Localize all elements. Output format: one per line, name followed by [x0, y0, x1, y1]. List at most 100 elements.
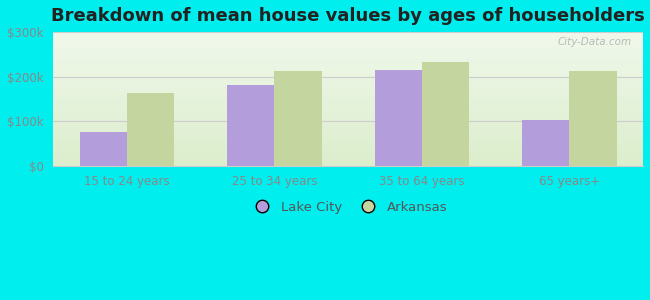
Bar [53, 133, 643, 134]
Bar [53, 131, 643, 132]
Bar [53, 73, 643, 74]
Bar [53, 132, 643, 133]
Bar [53, 66, 643, 67]
Bar [53, 134, 643, 135]
Bar [53, 86, 643, 87]
Bar [53, 122, 643, 123]
Bar [53, 40, 643, 41]
Bar [522, 120, 569, 166]
Bar [53, 62, 643, 63]
Bar [53, 35, 643, 36]
Bar [53, 144, 643, 145]
Bar [53, 38, 643, 39]
Bar [53, 141, 643, 142]
Bar [53, 129, 643, 130]
Bar [53, 83, 643, 84]
Bar [53, 70, 643, 71]
Bar [53, 74, 643, 75]
Bar [53, 61, 643, 62]
Bar [53, 98, 643, 99]
Bar [53, 102, 643, 103]
Bar [53, 33, 643, 34]
Bar [53, 54, 643, 55]
Text: City-Data.com: City-Data.com [557, 38, 631, 47]
Bar [53, 108, 643, 109]
Bar [274, 71, 322, 166]
Bar [53, 63, 643, 64]
Bar [53, 113, 643, 114]
Bar [53, 121, 643, 122]
Bar [53, 137, 643, 138]
Bar [53, 90, 643, 91]
Bar [53, 159, 643, 160]
Bar [53, 163, 643, 164]
Bar [53, 100, 643, 101]
Bar [53, 165, 643, 166]
Bar [53, 115, 643, 116]
Title: Breakdown of mean house values by ages of householders: Breakdown of mean house values by ages o… [51, 7, 645, 25]
Bar [53, 104, 643, 105]
Bar [53, 142, 643, 143]
Bar [53, 77, 643, 78]
Bar [53, 146, 643, 147]
Bar [53, 136, 643, 137]
Bar [53, 48, 643, 49]
Bar [53, 88, 643, 89]
Bar [53, 94, 643, 95]
Bar [53, 152, 643, 153]
Bar [53, 58, 643, 59]
Bar [53, 68, 643, 69]
Bar [53, 32, 643, 33]
Bar [53, 76, 643, 77]
Bar [53, 147, 643, 148]
Bar [53, 64, 643, 65]
Bar [53, 145, 643, 146]
Bar [53, 78, 643, 79]
Bar [53, 148, 643, 149]
Bar [374, 70, 422, 166]
Bar [53, 49, 643, 50]
Bar [53, 46, 643, 47]
Bar [53, 139, 643, 140]
Bar [53, 117, 643, 118]
Bar [53, 65, 643, 66]
Bar [53, 153, 643, 154]
Bar [53, 51, 643, 52]
Bar [127, 93, 174, 166]
Bar [53, 36, 643, 37]
Bar [53, 60, 643, 61]
Bar [53, 41, 643, 42]
Bar [569, 71, 616, 166]
Bar [53, 75, 643, 76]
Bar [53, 150, 643, 151]
Bar [53, 44, 643, 45]
Bar [53, 106, 643, 107]
Bar [53, 162, 643, 163]
Bar [53, 155, 643, 156]
Bar [53, 89, 643, 90]
Bar [53, 119, 643, 120]
Bar [227, 85, 274, 166]
Bar [53, 84, 643, 85]
Bar [53, 127, 643, 128]
Bar [53, 50, 643, 51]
Bar [53, 107, 643, 108]
Bar [53, 95, 643, 96]
Bar [53, 143, 643, 144]
Bar [53, 79, 643, 80]
Bar [53, 37, 643, 38]
Bar [53, 96, 643, 97]
Bar [53, 45, 643, 46]
Bar [53, 99, 643, 100]
Bar [53, 69, 643, 70]
Bar [53, 81, 643, 82]
Bar [53, 71, 643, 72]
Bar [53, 111, 643, 112]
Bar [53, 82, 643, 83]
Bar [53, 123, 643, 124]
Bar [53, 72, 643, 73]
Bar [53, 101, 643, 102]
Bar [53, 125, 643, 126]
Bar [53, 59, 643, 60]
Bar [53, 130, 643, 131]
